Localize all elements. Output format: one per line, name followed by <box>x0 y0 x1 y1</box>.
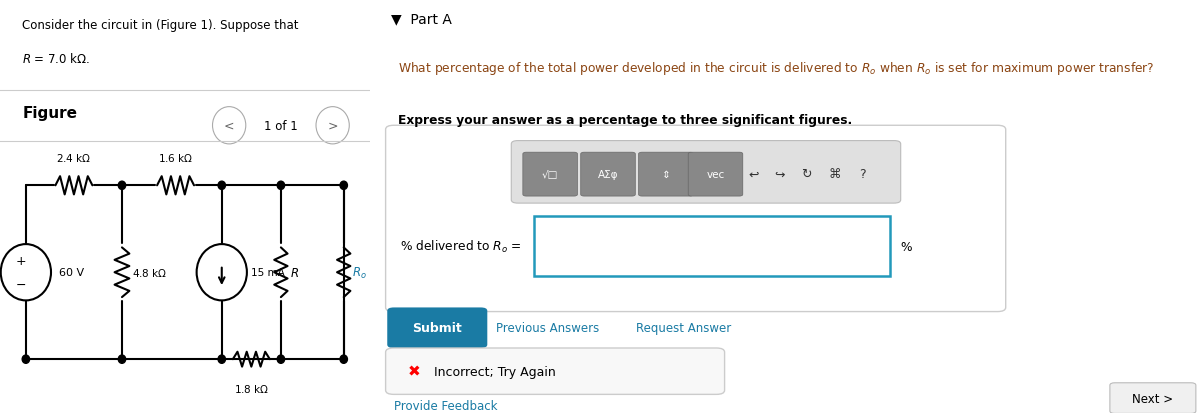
Text: >: > <box>328 119 338 133</box>
Text: Submit: Submit <box>413 321 462 335</box>
Text: 1.8 k$\Omega$: 1.8 k$\Omega$ <box>234 382 269 394</box>
Text: Incorrect; Try Again: Incorrect; Try Again <box>433 365 556 378</box>
Text: What percentage of the total power developed in the circuit is delivered to $R_o: What percentage of the total power devel… <box>398 60 1154 77</box>
Text: ↩: ↩ <box>749 168 758 181</box>
Circle shape <box>340 355 348 363</box>
Circle shape <box>277 355 284 363</box>
Text: <: < <box>224 119 234 133</box>
Circle shape <box>22 355 30 363</box>
FancyBboxPatch shape <box>638 153 694 197</box>
Text: ↻: ↻ <box>802 168 811 181</box>
Text: Request Answer: Request Answer <box>636 321 731 335</box>
Text: $R_o$: $R_o$ <box>352 265 367 280</box>
FancyBboxPatch shape <box>534 217 890 277</box>
FancyBboxPatch shape <box>385 126 1006 312</box>
Text: $R$: $R$ <box>290 266 299 279</box>
Text: 1.6 k$\Omega$: 1.6 k$\Omega$ <box>158 151 193 163</box>
Text: ?: ? <box>859 168 866 181</box>
Circle shape <box>119 355 126 363</box>
FancyBboxPatch shape <box>689 153 743 197</box>
Text: ✖: ✖ <box>408 364 421 379</box>
Circle shape <box>340 182 348 190</box>
Circle shape <box>277 182 284 190</box>
Text: 1 of 1: 1 of 1 <box>264 119 298 133</box>
Text: $R$ = 7.0 k$\Omega$.: $R$ = 7.0 k$\Omega$. <box>22 52 90 66</box>
Text: 60 V: 60 V <box>59 268 84 278</box>
Text: %: % <box>901 240 912 253</box>
Text: ΑΣφ: ΑΣφ <box>598 169 618 179</box>
Text: √□: √□ <box>542 169 558 179</box>
Text: Next >: Next > <box>1133 392 1174 405</box>
Text: ▼  Part A: ▼ Part A <box>391 12 452 26</box>
Text: −: − <box>16 278 26 292</box>
Circle shape <box>119 182 126 190</box>
Circle shape <box>218 355 226 363</box>
Text: 4.8 k$\Omega$: 4.8 k$\Omega$ <box>132 267 167 278</box>
Text: 2.4 k$\Omega$: 2.4 k$\Omega$ <box>56 151 91 163</box>
FancyBboxPatch shape <box>385 348 725 394</box>
FancyBboxPatch shape <box>523 153 577 197</box>
Circle shape <box>1 244 52 301</box>
Text: vec: vec <box>707 169 725 179</box>
Text: % delivered to $R_o$ =: % delivered to $R_o$ = <box>401 239 522 254</box>
FancyBboxPatch shape <box>581 153 635 197</box>
Text: Consider the circuit in (Figure 1). Suppose that: Consider the circuit in (Figure 1). Supp… <box>22 19 299 31</box>
Text: ⇕: ⇕ <box>661 169 671 179</box>
Circle shape <box>218 182 226 190</box>
Text: +: + <box>16 254 26 268</box>
FancyBboxPatch shape <box>388 308 487 348</box>
Text: Previous Answers: Previous Answers <box>496 321 599 335</box>
FancyBboxPatch shape <box>1110 383 1196 413</box>
Text: Figure: Figure <box>22 105 77 120</box>
Text: ⌘: ⌘ <box>828 168 841 181</box>
Text: 15 mA: 15 mA <box>251 268 286 278</box>
Text: Express your answer as a percentage to three significant figures.: Express your answer as a percentage to t… <box>398 114 852 126</box>
Text: ↪: ↪ <box>775 168 785 181</box>
Text: Provide Feedback: Provide Feedback <box>394 399 497 412</box>
FancyBboxPatch shape <box>511 141 901 204</box>
Circle shape <box>197 244 247 301</box>
